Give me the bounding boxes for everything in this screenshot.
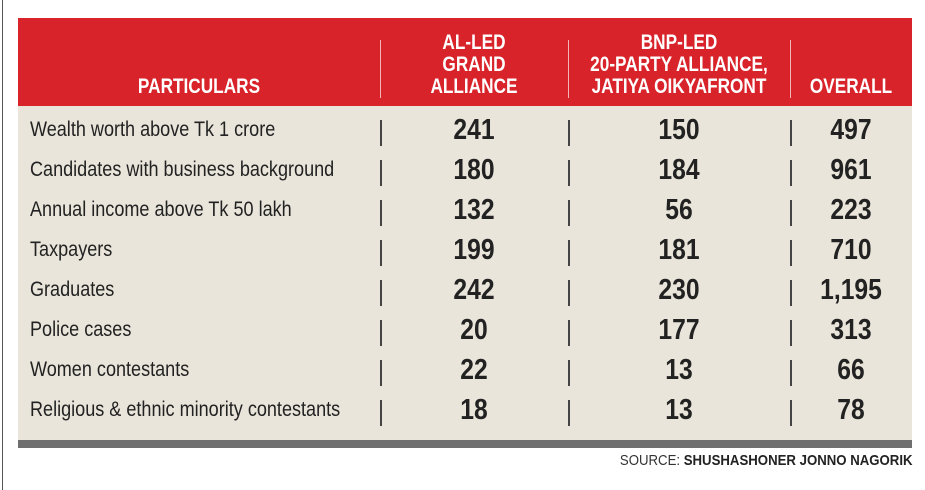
table-row: Annual income above Tk 50 lakh 132 56 223	[18, 192, 912, 232]
row-label: Religious & ethnic minority contestants	[30, 398, 341, 421]
cell-overall: 313	[830, 314, 872, 346]
column-divider	[790, 320, 792, 346]
cell-overall: 497	[830, 114, 872, 146]
header-bnp: BNP-LED 20-PARTY ALLIANCE, JATIYA OIKYAF…	[588, 32, 770, 98]
table-row: Women contestants 22 13 66	[18, 352, 912, 392]
cell-al: 18	[460, 394, 488, 426]
column-divider	[790, 200, 792, 226]
table-row: Religious & ethnic minority contestants 1…	[18, 392, 912, 432]
column-divider	[380, 120, 382, 146]
cell-overall: 961	[830, 154, 872, 186]
row-label: Annual income above Tk 50 lakh	[30, 198, 292, 221]
column-divider	[380, 200, 382, 226]
header-al: AL-LED GRAND ALLIANCE	[397, 32, 551, 98]
column-divider	[790, 240, 792, 266]
column-divider	[568, 240, 570, 266]
column-divider	[568, 160, 570, 186]
source-credit: SOURCE: SHUSHASHONER JONNO NAGORIK	[620, 452, 913, 469]
column-divider	[790, 400, 792, 426]
source-label: SOURCE:	[620, 452, 681, 469]
row-label: Police cases	[30, 318, 132, 341]
column-divider	[568, 280, 570, 306]
cell-al: 242	[453, 274, 495, 306]
row-label: Women contestants	[30, 358, 190, 381]
table-header: PARTICULARS AL-LED GRAND ALLIANCE BNP-LE…	[18, 18, 912, 106]
source-name: SHUSHASHONER JONNO NAGORIK	[684, 452, 913, 469]
cell-bnp: 13	[665, 394, 693, 426]
cell-bnp: 230	[658, 274, 700, 306]
table-row: Wealth worth above Tk 1 crore 241 150 497	[18, 112, 912, 152]
cell-al: 22	[460, 354, 488, 386]
row-label: Wealth worth above Tk 1 crore	[30, 118, 276, 141]
column-divider	[380, 320, 382, 346]
column-divider	[790, 120, 792, 146]
cell-al: 180	[453, 154, 495, 186]
cell-overall: 66	[837, 354, 865, 386]
column-divider	[380, 240, 382, 266]
header-overall: OVERALL	[801, 76, 901, 98]
column-divider	[380, 360, 382, 386]
header-line: BNP-LED	[640, 31, 718, 54]
table-row: Graduates 242 230 1,195	[18, 272, 912, 312]
column-divider	[568, 120, 570, 146]
cell-al: 241	[453, 114, 495, 146]
bottom-bar	[18, 440, 912, 448]
column-divider	[790, 160, 792, 186]
column-divider	[568, 360, 570, 386]
cell-bnp: 184	[658, 154, 700, 186]
row-label: Taxpayers	[30, 238, 113, 261]
table-body: Wealth worth above Tk 1 crore 241 150 497 Ca…	[18, 106, 912, 440]
header-divider	[568, 40, 569, 98]
column-divider	[380, 400, 382, 426]
cell-overall: 223	[830, 194, 872, 226]
cell-al: 132	[453, 194, 495, 226]
column-divider	[790, 280, 792, 306]
header-line: 20-PARTY ALLIANCE,	[590, 53, 768, 76]
cell-overall: 78	[837, 394, 865, 426]
header-line: GRAND ALLIANCE	[430, 53, 518, 98]
table-row: Taxpayers 199 181 710	[18, 232, 912, 272]
cell-bnp: 177	[658, 314, 700, 346]
cell-bnp: 150	[658, 114, 700, 146]
header-divider	[790, 40, 791, 98]
column-divider	[568, 400, 570, 426]
column-divider	[380, 280, 382, 306]
left-rule	[2, 0, 3, 490]
header-line: OVERALL	[809, 75, 893, 98]
cell-overall: 710	[830, 234, 872, 266]
row-label: Candidates with business background	[30, 158, 335, 181]
column-divider	[790, 360, 792, 386]
header-line: JATIYA OIKYAFRONT	[591, 75, 767, 98]
cell-overall: 1,195	[820, 274, 882, 306]
cell-al: 20	[460, 314, 488, 346]
column-divider	[380, 160, 382, 186]
row-label: Graduates	[30, 278, 115, 301]
table-row: Police cases 20 177 313	[18, 312, 912, 352]
header-particulars: PARTICULARS	[51, 76, 348, 98]
cell-bnp: 13	[665, 354, 693, 386]
table-row: Candidates with business background 180 18…	[18, 152, 912, 192]
cell-bnp: 181	[658, 234, 700, 266]
header-divider	[380, 40, 381, 98]
cell-bnp: 56	[665, 194, 693, 226]
header-line: PARTICULARS	[137, 75, 261, 98]
column-divider	[568, 200, 570, 226]
header-line: AL-LED	[442, 31, 506, 54]
column-divider	[568, 320, 570, 346]
data-table: PARTICULARS AL-LED GRAND ALLIANCE BNP-LE…	[18, 18, 912, 448]
cell-al: 199	[453, 234, 495, 266]
